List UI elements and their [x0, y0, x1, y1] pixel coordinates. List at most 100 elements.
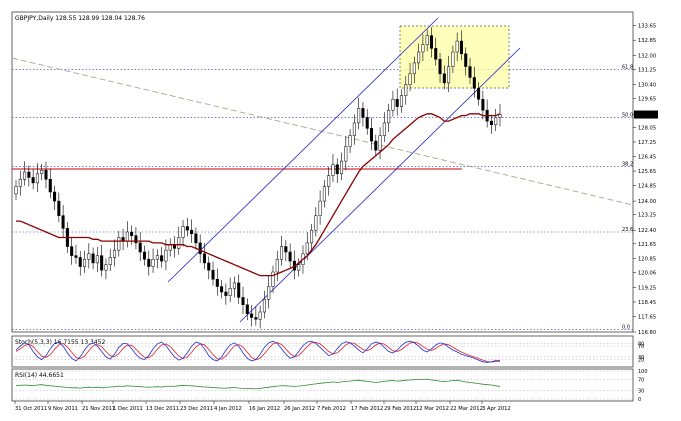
- candle-body: [489, 120, 493, 125]
- candle-body: [27, 171, 31, 178]
- price-tick-label: 130.40: [638, 83, 656, 89]
- candle-body: [125, 231, 129, 242]
- stoch-k-line: [15, 340, 500, 363]
- moving-average-line: [16, 113, 501, 277]
- date-tick-label: 12 Mar 2012: [416, 406, 449, 412]
- candle-body: [83, 259, 87, 267]
- candle-body: [288, 251, 292, 262]
- candle-body: [399, 95, 404, 107]
- date-tick-label: 7 Feb 2012: [317, 406, 346, 412]
- level-label: 100: [638, 369, 648, 375]
- candle-body: [322, 186, 326, 202]
- level-label: 20: [638, 358, 644, 364]
- candle-body: [382, 122, 386, 136]
- candle-body: [318, 200, 322, 216]
- candle-body: [241, 297, 245, 305]
- candle-body: [417, 51, 421, 64]
- candle-body: [412, 62, 416, 75]
- rsi-axis: 100 70 30 0: [12, 369, 648, 403]
- candle-body: [211, 269, 215, 280]
- candle-body: [138, 242, 142, 253]
- candle-body: [44, 169, 48, 180]
- candle-body: [31, 177, 35, 184]
- candle-body: [100, 255, 104, 271]
- candle-body: [280, 246, 284, 260]
- candle-body: [369, 128, 374, 142]
- candle-body: [429, 35, 433, 49]
- candle-body: [190, 229, 194, 235]
- price-tick-label: 119.25: [638, 285, 656, 291]
- candle-body: [464, 53, 468, 67]
- price-tick-label: 121.65: [638, 242, 656, 248]
- candle-body: [70, 246, 74, 256]
- candle-body: [57, 200, 61, 216]
- candle-body: [378, 135, 382, 151]
- channel-lower: [239, 47, 521, 323]
- price-axis: 133.65 132.85 132.00 131.25 130.40 129.65 128.…: [633, 24, 658, 336]
- candle-body: [168, 244, 172, 251]
- candle-body: [404, 84, 408, 96]
- date-tick-label: 26 Jan 2012: [284, 406, 315, 412]
- fib-label: 61.8: [622, 64, 633, 70]
- candle-body: [284, 246, 288, 253]
- candle-body: [421, 44, 425, 53]
- stoch-title: Stoch(5,3,3) 16.7155 13.3452: [15, 339, 106, 346]
- candle-body: [335, 164, 339, 175]
- candle-body: [395, 99, 399, 107]
- candle-body: [202, 253, 206, 264]
- date-tick-label: 13 Dec 2011: [146, 406, 179, 412]
- candle-body: [344, 146, 348, 162]
- candle-body: [151, 259, 155, 267]
- candle-body: [348, 135, 352, 147]
- channel-upper: [167, 17, 439, 283]
- candle-body: [408, 73, 412, 85]
- level-label: 80: [638, 341, 644, 347]
- candle-body: [459, 40, 463, 55]
- price-tick-label: 122.40: [638, 228, 656, 234]
- candle-body: [78, 257, 82, 267]
- price-tick-label: 118.45: [638, 300, 656, 306]
- candle-body: [181, 226, 185, 238]
- fib-label: 38.2: [622, 162, 633, 168]
- candle-body: [48, 179, 52, 193]
- candle-body: [447, 66, 451, 84]
- candle-body: [232, 282, 236, 289]
- date-tick-label: 22 Mar 2012: [450, 406, 483, 412]
- candle-body: [442, 73, 446, 84]
- date-tick-label: 9 Nov 2011: [48, 406, 78, 412]
- level-label: 30: [638, 389, 644, 395]
- stoch-d-line: [15, 341, 501, 363]
- candle-body: [112, 249, 117, 258]
- candle-body: [262, 299, 266, 313]
- candle-body: [185, 226, 189, 231]
- candle-body: [14, 186, 18, 195]
- price-tick-label: 120.06: [638, 271, 656, 277]
- candle-body: [271, 271, 275, 287]
- date-tick-label: 1 Dec 2011: [113, 406, 143, 412]
- candle-body: [134, 235, 138, 244]
- candle-body: [365, 117, 369, 129]
- level-label: 30: [638, 355, 644, 361]
- date-tick-label: 4 Jan 2012: [214, 406, 242, 412]
- candle-body: [374, 140, 378, 151]
- candle-body: [18, 179, 22, 187]
- price-tick-label: 126.45: [638, 155, 656, 161]
- candle-body: [215, 279, 219, 287]
- level-label: 0: [638, 397, 641, 403]
- candle-body: [108, 257, 112, 265]
- current-price-tag: [634, 110, 658, 119]
- candle-body: [391, 99, 395, 111]
- main-panel: GBPJPY,Daily 128.55 128.99 128.04 128.76…: [11, 11, 658, 336]
- candle-body: [387, 109, 391, 124]
- candle-body: [339, 160, 344, 175]
- candle-body: [275, 259, 279, 273]
- date-tick-label: 29 Feb 2012: [384, 406, 416, 412]
- price-tick-label: 123.25: [638, 213, 656, 219]
- date-tick-label: 17 Feb 2012: [351, 406, 383, 412]
- price-tick-label: 124.85: [638, 184, 656, 190]
- candle-body: [438, 59, 442, 75]
- candle-body: [245, 304, 249, 315]
